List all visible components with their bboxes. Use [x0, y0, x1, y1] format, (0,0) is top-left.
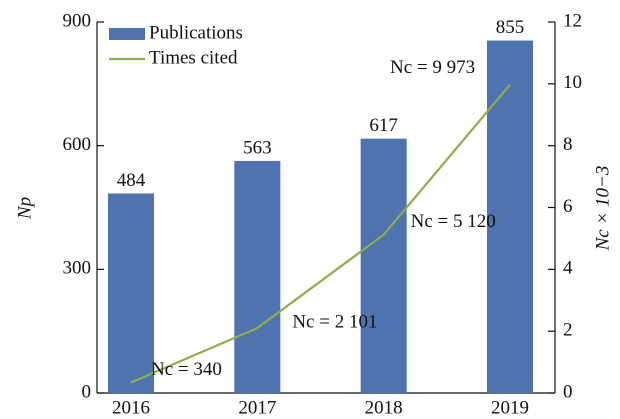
line [130, 83, 511, 384]
bar [108, 193, 154, 393]
y-tick-label: 0 [82, 381, 92, 402]
y2-axis-label: Nc × 10−3 [592, 166, 613, 252]
legend-swatch [109, 28, 145, 40]
bar [487, 40, 533, 394]
y2-tick-label: 8 [563, 134, 573, 155]
line-value-label: Nc = 5 120 [411, 211, 496, 232]
bar-value-label: 484 [117, 170, 146, 191]
bar-value-label: 617 [369, 115, 398, 136]
y2-tick-label: 6 [563, 196, 573, 217]
y2-tick-label: 0 [563, 381, 573, 402]
line-value-label: Nc = 9 973 [390, 57, 475, 78]
bar-value-label: 855 [496, 17, 525, 38]
y-tick-label: 300 [63, 258, 92, 279]
bar [234, 160, 281, 393]
x-tick-label: 2017 [238, 397, 276, 418]
bar [360, 138, 407, 393]
legend-label: Times cited [149, 47, 238, 68]
line-value-label: Nc = 340 [151, 359, 222, 380]
y-axis-label: Np [14, 197, 35, 220]
x-tick-label: 2019 [491, 397, 529, 418]
x-tick-label: 2016 [112, 397, 150, 418]
y2-tick-label: 10 [563, 72, 582, 93]
y-tick-label: 900 [63, 10, 92, 31]
y2-tick-label: 12 [563, 10, 582, 31]
x-tick-label: 2018 [365, 397, 403, 418]
y2-tick-label: 4 [563, 258, 573, 279]
legend-label: Publications [149, 22, 243, 43]
bar-value-label: 563 [243, 137, 272, 158]
y2-tick-label: 2 [563, 320, 573, 341]
line-value-label: Nc = 2 101 [292, 311, 377, 332]
y-tick-label: 600 [63, 134, 92, 155]
